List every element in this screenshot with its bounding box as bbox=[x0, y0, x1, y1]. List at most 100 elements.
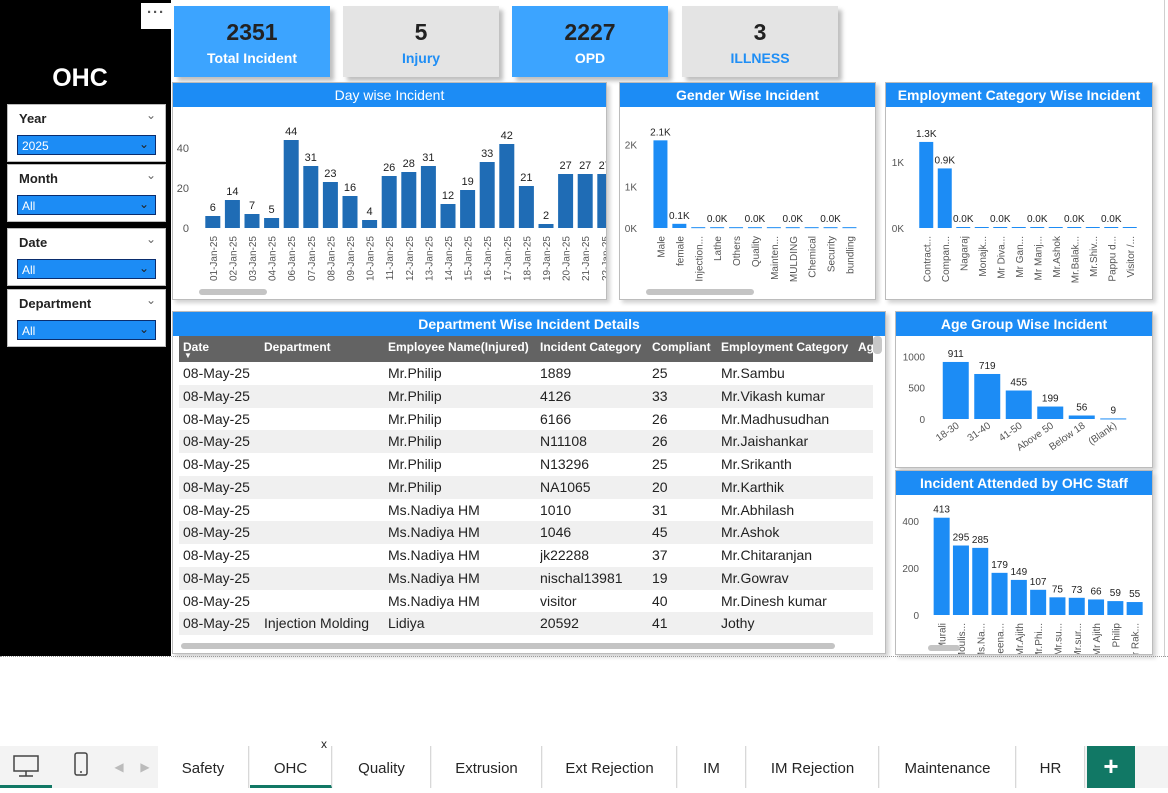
tab-quality[interactable]: Quality bbox=[333, 746, 431, 788]
bar[interactable] bbox=[1088, 599, 1105, 615]
chevron-down-icon[interactable]: ⌄ bbox=[145, 168, 156, 182]
bar[interactable] bbox=[401, 172, 417, 228]
employment-category-chart[interactable]: 0K1K1.3KContract...0.9KCompan...0.0KNaga… bbox=[886, 107, 1153, 300]
column-header-age[interactable]: Ag bbox=[858, 340, 873, 354]
bar[interactable] bbox=[937, 168, 952, 228]
bar[interactable] bbox=[972, 547, 989, 615]
chevron-left-icon[interactable]: ◀ bbox=[114, 760, 124, 774]
bar[interactable] bbox=[933, 517, 950, 615]
bar[interactable] bbox=[974, 373, 1001, 419]
bar[interactable] bbox=[283, 140, 299, 228]
bar[interactable] bbox=[499, 144, 515, 228]
table-row[interactable]: 08-May-25 Mr.Philip 4126 33 Mr.Vikash kumar bbox=[179, 384, 873, 408]
bar[interactable] bbox=[264, 218, 280, 228]
table-row[interactable]: 08-May-25 Ms.Nadiya HM jk22288 37 Mr.Chitara… bbox=[179, 544, 873, 567]
bar[interactable] bbox=[919, 141, 934, 228]
bar[interactable] bbox=[362, 220, 378, 228]
bar[interactable] bbox=[479, 162, 495, 228]
bar[interactable] bbox=[653, 140, 668, 228]
bar[interactable] bbox=[1107, 601, 1124, 615]
bar[interactable] bbox=[1049, 597, 1066, 615]
bar[interactable] bbox=[224, 200, 240, 228]
table-row[interactable]: 08-May-25 Mr.Philip N13296 25 Mr.Srikanth bbox=[179, 453, 873, 476]
bar[interactable] bbox=[205, 216, 221, 228]
horizontal-scrollbar[interactable] bbox=[928, 645, 960, 651]
bar[interactable] bbox=[342, 196, 358, 228]
column-header-date[interactable]: Date bbox=[183, 340, 210, 354]
close-icon[interactable]: x bbox=[321, 737, 327, 751]
bar[interactable] bbox=[1100, 418, 1127, 420]
desktop-view-button[interactable] bbox=[0, 746, 52, 788]
horizontal-scrollbar[interactable] bbox=[646, 289, 754, 295]
bar[interactable] bbox=[1005, 390, 1032, 419]
tab-im[interactable]: IM bbox=[678, 746, 746, 788]
bar[interactable] bbox=[244, 214, 260, 228]
horizontal-scrollbar[interactable] bbox=[181, 643, 835, 649]
bar[interactable] bbox=[991, 572, 1008, 615]
bar[interactable] bbox=[1037, 406, 1064, 419]
chevron-down-icon[interactable]: ⌄ bbox=[145, 232, 156, 246]
chevron-down-icon[interactable]: ⌄ bbox=[145, 293, 156, 307]
month-dropdown[interactable]: All ⌄ bbox=[17, 195, 156, 215]
bar[interactable] bbox=[766, 227, 781, 229]
table-row[interactable]: 08-May-25 Mr.Philip 1889 25 Mr.Sambu bbox=[179, 362, 873, 385]
table-row[interactable]: 08-May-25 Injection Molding Lidiya 20592 41 J… bbox=[179, 612, 873, 635]
date-dropdown[interactable]: All ⌄ bbox=[17, 259, 156, 279]
column-header-department[interactable]: Department bbox=[264, 340, 331, 354]
bar[interactable] bbox=[1085, 227, 1100, 229]
bar[interactable] bbox=[942, 361, 969, 419]
bar[interactable] bbox=[1030, 227, 1045, 229]
bar[interactable] bbox=[1126, 602, 1143, 615]
column-header-employment-category[interactable]: Employment Category bbox=[721, 340, 849, 354]
bar[interactable] bbox=[1048, 227, 1063, 229]
bar[interactable] bbox=[538, 224, 554, 228]
tab-hr[interactable]: HR bbox=[1017, 746, 1085, 788]
tab-maintenance[interactable]: Maintenance bbox=[880, 746, 1016, 788]
kpi-total-incident[interactable]: 2351 Total Incident bbox=[174, 6, 330, 77]
ohc-staff-chart[interactable]: 0 200 400 413 Murali 295 Moulis... 285 Ms.Na... 1… bbox=[896, 495, 1153, 655]
column-header-incident-category[interactable]: Incident Category bbox=[540, 340, 642, 354]
day-wise-incident-chart[interactable]: 0 20 40 6 01-Jan-25 14 02-Jan-25 7 03-Jan-25 5 04-… bbox=[173, 107, 607, 300]
bar[interactable] bbox=[597, 174, 607, 228]
bar[interactable] bbox=[1068, 597, 1085, 615]
vertical-scrollbar[interactable] bbox=[873, 336, 882, 354]
bar[interactable] bbox=[518, 186, 534, 228]
table-row[interactable]: 08-May-25 Mr.Philip NA1065 20 Mr.Karthik bbox=[179, 475, 873, 499]
table-row[interactable]: 08-May-25 Ms.Nadiya HM nischal13981 19 Mr.Go… bbox=[179, 566, 873, 590]
chevron-down-icon[interactable]: ⌄ bbox=[145, 108, 156, 122]
bar[interactable] bbox=[420, 166, 436, 228]
column-header-employee-name[interactable]: Employee Name(Injured) bbox=[388, 340, 529, 354]
bar[interactable] bbox=[993, 227, 1008, 229]
bar[interactable] bbox=[747, 227, 762, 229]
kpi-injury[interactable]: 5 Injury bbox=[343, 6, 499, 77]
tab-extrusion[interactable]: Extrusion bbox=[432, 746, 542, 788]
bar[interactable] bbox=[804, 227, 819, 229]
bar[interactable] bbox=[1011, 227, 1026, 229]
table-row[interactable]: 08-May-25 Ms.Nadiya HM 1010 31 Mr.Abhilash bbox=[179, 499, 873, 522]
bar[interactable] bbox=[381, 176, 397, 228]
bar[interactable] bbox=[842, 227, 857, 229]
bar[interactable] bbox=[729, 227, 744, 229]
kpi-opd[interactable]: 2227 OPD bbox=[512, 6, 668, 77]
tab-ext-rejection[interactable]: Ext Rejection bbox=[543, 746, 677, 788]
bar[interactable] bbox=[974, 227, 989, 229]
add-page-button[interactable]: + bbox=[1087, 746, 1135, 788]
bar[interactable] bbox=[785, 227, 800, 229]
year-dropdown[interactable]: 2025 ⌄ bbox=[17, 135, 156, 155]
bar[interactable] bbox=[672, 223, 687, 228]
bar[interactable] bbox=[1030, 589, 1047, 615]
table-row[interactable]: 08-May-25 Mr.Philip 6166 26 Mr.Madhusudhan bbox=[179, 408, 873, 431]
column-header-compliant[interactable]: Compliant bbox=[652, 340, 711, 354]
bar[interactable] bbox=[577, 174, 593, 228]
bar[interactable] bbox=[952, 545, 969, 615]
bar[interactable] bbox=[440, 204, 456, 228]
chevron-right-icon[interactable]: ▶ bbox=[140, 760, 150, 774]
table-row[interactable]: 08-May-25 Mr.Philip N11108 26 Mr.Jaishankar bbox=[179, 430, 873, 453]
tab-ohc[interactable]: OHC x bbox=[250, 737, 332, 788]
bar[interactable] bbox=[1067, 227, 1082, 229]
bar[interactable] bbox=[1122, 227, 1137, 229]
bar[interactable] bbox=[460, 190, 476, 228]
bar[interactable] bbox=[558, 174, 574, 228]
bar[interactable] bbox=[956, 227, 971, 229]
